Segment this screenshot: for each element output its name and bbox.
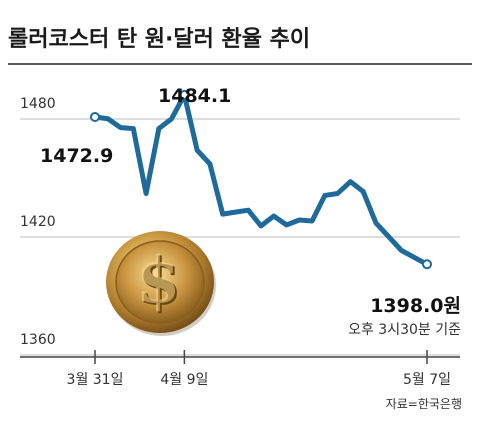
line-series: [90, 89, 432, 270]
annotation-end-time: 오후 3시30분 기준: [348, 322, 461, 338]
annotation-peak-value: 1484.1: [158, 85, 231, 107]
y-axis-ticks: 1480 1420 1360: [20, 96, 56, 348]
data-point: [179, 89, 190, 100]
y-tick-label: 1480: [20, 96, 56, 112]
series-line: [92, 92, 430, 267]
x-tick-label: 3월 31일: [67, 372, 124, 388]
annotation-start-value: 1472.9: [40, 145, 113, 167]
source-note: 자료=한국은행: [386, 396, 462, 411]
svg-text:$: $: [136, 243, 181, 318]
x-axis: 3월 31일 4월 9일 5월 7일: [20, 350, 460, 388]
chart-title: 롤러코스터 탄 원·달러 환율 추이: [8, 27, 310, 52]
y-tick-label: 1360: [20, 332, 56, 348]
gold-dollar-coin-icon: $ $: [106, 231, 216, 336]
x-tick-label: 4월 9일: [160, 372, 208, 388]
annotation-end-value: 1398.0원: [370, 295, 461, 317]
svg-text:$: $: [138, 245, 183, 320]
data-point: [90, 111, 100, 122]
x-tick-label: 5월 7일: [403, 372, 451, 388]
y-tick-label: 1420: [20, 214, 56, 230]
data-point: [422, 259, 432, 270]
